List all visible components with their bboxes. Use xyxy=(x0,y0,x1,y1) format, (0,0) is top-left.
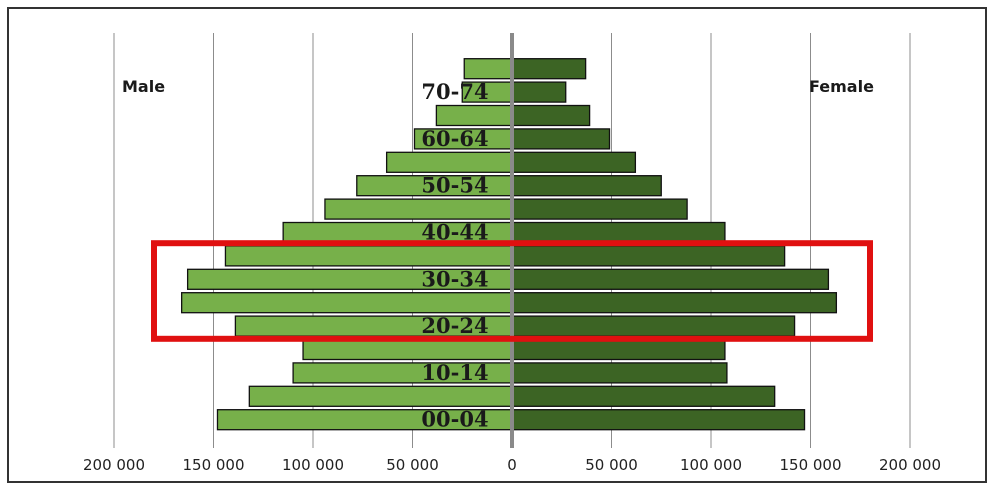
x-tick-label: 50 000 xyxy=(386,456,439,474)
age-group-label: 50-54 xyxy=(421,173,488,198)
x-tick-label: 200 000 xyxy=(83,456,145,474)
x-tick-label: 100 000 xyxy=(282,456,344,474)
female-bar xyxy=(511,151,637,173)
age-group-label: 60-64 xyxy=(421,126,488,151)
male-bar xyxy=(248,385,513,407)
male-bar xyxy=(435,104,513,127)
x-axis-tick-labels: 200 000 150 000 100 000 50 000 0 50 000 100 00… xyxy=(83,456,941,474)
male-bar xyxy=(302,338,513,361)
x-tick-label: 150 000 xyxy=(779,456,841,474)
x-tick-label: 150 000 xyxy=(182,456,244,474)
age-group-label: 30-34 xyxy=(421,266,488,291)
age-group-label: 70-74 xyxy=(421,79,488,104)
male-bar xyxy=(224,245,513,267)
age-group-label: 00-04 xyxy=(421,407,488,432)
series-label-female: Female xyxy=(809,77,874,96)
x-tick-label: 200 000 xyxy=(879,456,941,474)
female-bar xyxy=(511,315,796,337)
female-bar xyxy=(511,104,591,127)
female-bar xyxy=(511,268,830,290)
bars xyxy=(181,58,838,431)
female-bar xyxy=(511,175,662,197)
female-bar xyxy=(511,338,726,361)
x-tick-label: 50 000 xyxy=(585,456,638,474)
female-bar xyxy=(511,245,786,267)
series-labels: Male Female xyxy=(122,77,874,96)
female-bar xyxy=(511,221,726,244)
female-bar xyxy=(511,362,728,384)
female-bar xyxy=(511,81,567,103)
female-bar xyxy=(511,58,587,80)
male-bar xyxy=(181,292,513,314)
female-bar xyxy=(511,409,806,431)
x-tick-label: 0 xyxy=(507,456,517,474)
male-bar xyxy=(385,151,513,173)
female-bar xyxy=(511,292,838,314)
series-label-male: Male xyxy=(122,77,165,96)
age-group-label: 20-24 xyxy=(421,313,488,338)
male-bar xyxy=(324,198,513,220)
female-bar xyxy=(511,385,776,407)
highlight-box xyxy=(151,240,873,342)
age-group-label: 10-14 xyxy=(421,360,488,385)
female-bar xyxy=(511,128,611,150)
male-bar xyxy=(463,58,513,80)
female-bar xyxy=(511,198,688,220)
x-tick-label: 100 000 xyxy=(680,456,742,474)
highlight-rectangle xyxy=(151,240,873,342)
